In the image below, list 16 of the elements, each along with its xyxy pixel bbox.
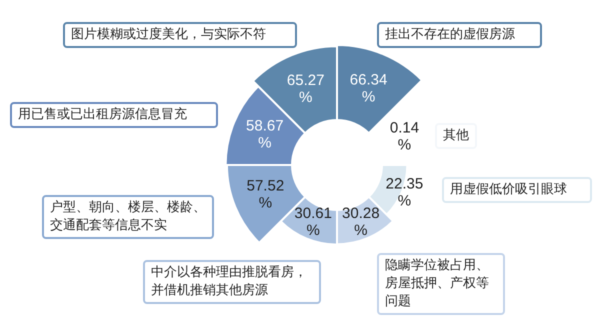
category-label: 户型、朝向、楼层、楼龄、交通配套等信息不实	[42, 195, 214, 239]
category-label: 用已售或已出租房源信息冒充	[10, 102, 218, 128]
data-label: 65.27 %	[286, 72, 324, 106]
category-label: 用虚假低价吸引眼球	[442, 177, 592, 203]
category-label: 图片模糊或过度美化，与实际不符	[63, 22, 297, 48]
data-label: 0.14 %	[390, 120, 420, 154]
category-label: 隐瞒学位被占用、房屋抵押、产权等问题	[377, 253, 505, 315]
data-label: 30.61 %	[294, 205, 332, 240]
data-label: 22.35 %	[386, 176, 424, 210]
data-label: 57.52 %	[246, 177, 284, 212]
data-label: 30.28 %	[342, 205, 380, 240]
data-label: 58.67 %	[246, 118, 284, 152]
category-label: 中介以各种理由推脱看房，并借机推销其他房源	[143, 260, 321, 304]
data-label: 66.34 %	[350, 71, 388, 106]
category-label: 其他	[435, 123, 477, 149]
category-label: 挂出不存在的虚假房源	[377, 22, 542, 48]
